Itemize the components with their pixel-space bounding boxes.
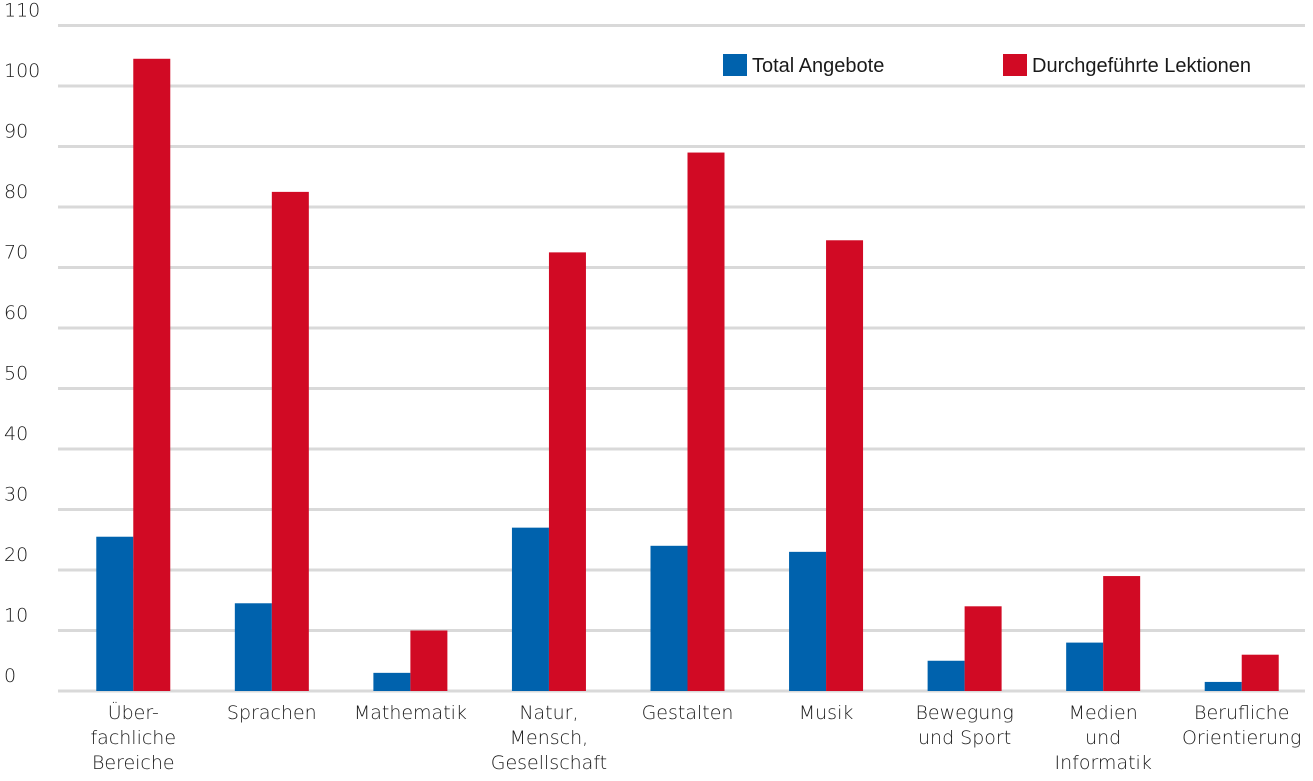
x-category-label: Über-fachliche Bereiche — [90, 701, 176, 774]
legend-label-durchgefuehrte-lektionen: Durchgeführte Lektionen — [1032, 55, 1251, 77]
bar-durchgefuehrte-lektionen-2 — [410, 630, 448, 691]
y-tick-label: 30 — [4, 484, 28, 506]
y-tick-label: 80 — [4, 181, 28, 203]
bar-total-angebote-6 — [927, 660, 965, 691]
x-category-label: Natur, Mensch, Gesellschaft — [491, 702, 607, 774]
x-category-label: Sprachen — [227, 702, 317, 724]
y-tick-label: 0 — [4, 665, 16, 687]
bar-durchgefuehrte-lektionen-5 — [826, 240, 864, 691]
bars — [96, 58, 1279, 692]
bar-total-angebote-5 — [789, 551, 827, 691]
bar-total-angebote-8 — [1204, 681, 1242, 691]
y-axis-tick-labels: 0 10 20 30 40 50 60 70 80 90 100 110 — [4, 0, 40, 687]
x-category-label: Musik — [799, 702, 854, 724]
x-category-label: Bewegung und Sport — [915, 702, 1013, 749]
bar-durchgefuehrte-lektionen-0 — [133, 58, 171, 691]
bar-durchgefuehrte-lektionen-6 — [964, 606, 1002, 691]
y-tick-label: 40 — [4, 423, 28, 445]
x-axis-category-labels: Über-fachliche Bereiche Sprachen Mathematik… — [90, 701, 1301, 774]
legend: Total Angebote Durchgeführte Lektionen — [723, 54, 1251, 77]
bar-durchgefuehrte-lektionen-1 — [271, 191, 309, 691]
bar-total-angebote-7 — [1066, 642, 1104, 691]
y-tick-label: 50 — [4, 363, 28, 385]
legend-swatch-total-angebote — [723, 54, 747, 76]
y-tick-label: 60 — [4, 302, 28, 324]
y-tick-label: 70 — [4, 242, 28, 264]
bar-total-angebote-1 — [234, 603, 272, 691]
bar-durchgefuehrte-lektionen-7 — [1103, 576, 1141, 691]
y-tick-label: 10 — [4, 605, 28, 627]
legend-swatch-durchgefuehrte-lektionen — [1003, 54, 1027, 76]
bar-durchgefuehrte-lektionen-4 — [687, 152, 725, 692]
bar-total-angebote-3 — [511, 527, 549, 691]
y-tick-label: 90 — [4, 121, 28, 143]
y-tick-label: 110 — [4, 0, 40, 22]
y-tick-label: 100 — [4, 60, 40, 82]
x-category-label: Medien und Informatik — [1055, 702, 1152, 774]
bar-total-angebote-0 — [96, 536, 134, 691]
bar-durchgefuehrte-lektionen-8 — [1241, 654, 1279, 691]
x-category-label: Mathematik — [354, 702, 467, 724]
bar-total-angebote-4 — [650, 545, 688, 691]
bar-total-angebote-2 — [373, 672, 411, 691]
bar-durchgefuehrte-lektionen-3 — [548, 252, 586, 691]
x-category-label: Berufliche Orientierung — [1182, 702, 1302, 749]
legend-label-total-angebote: Total Angebote — [752, 55, 884, 77]
y-tick-label: 20 — [4, 544, 28, 566]
x-category-label: Gestalten — [642, 702, 734, 724]
